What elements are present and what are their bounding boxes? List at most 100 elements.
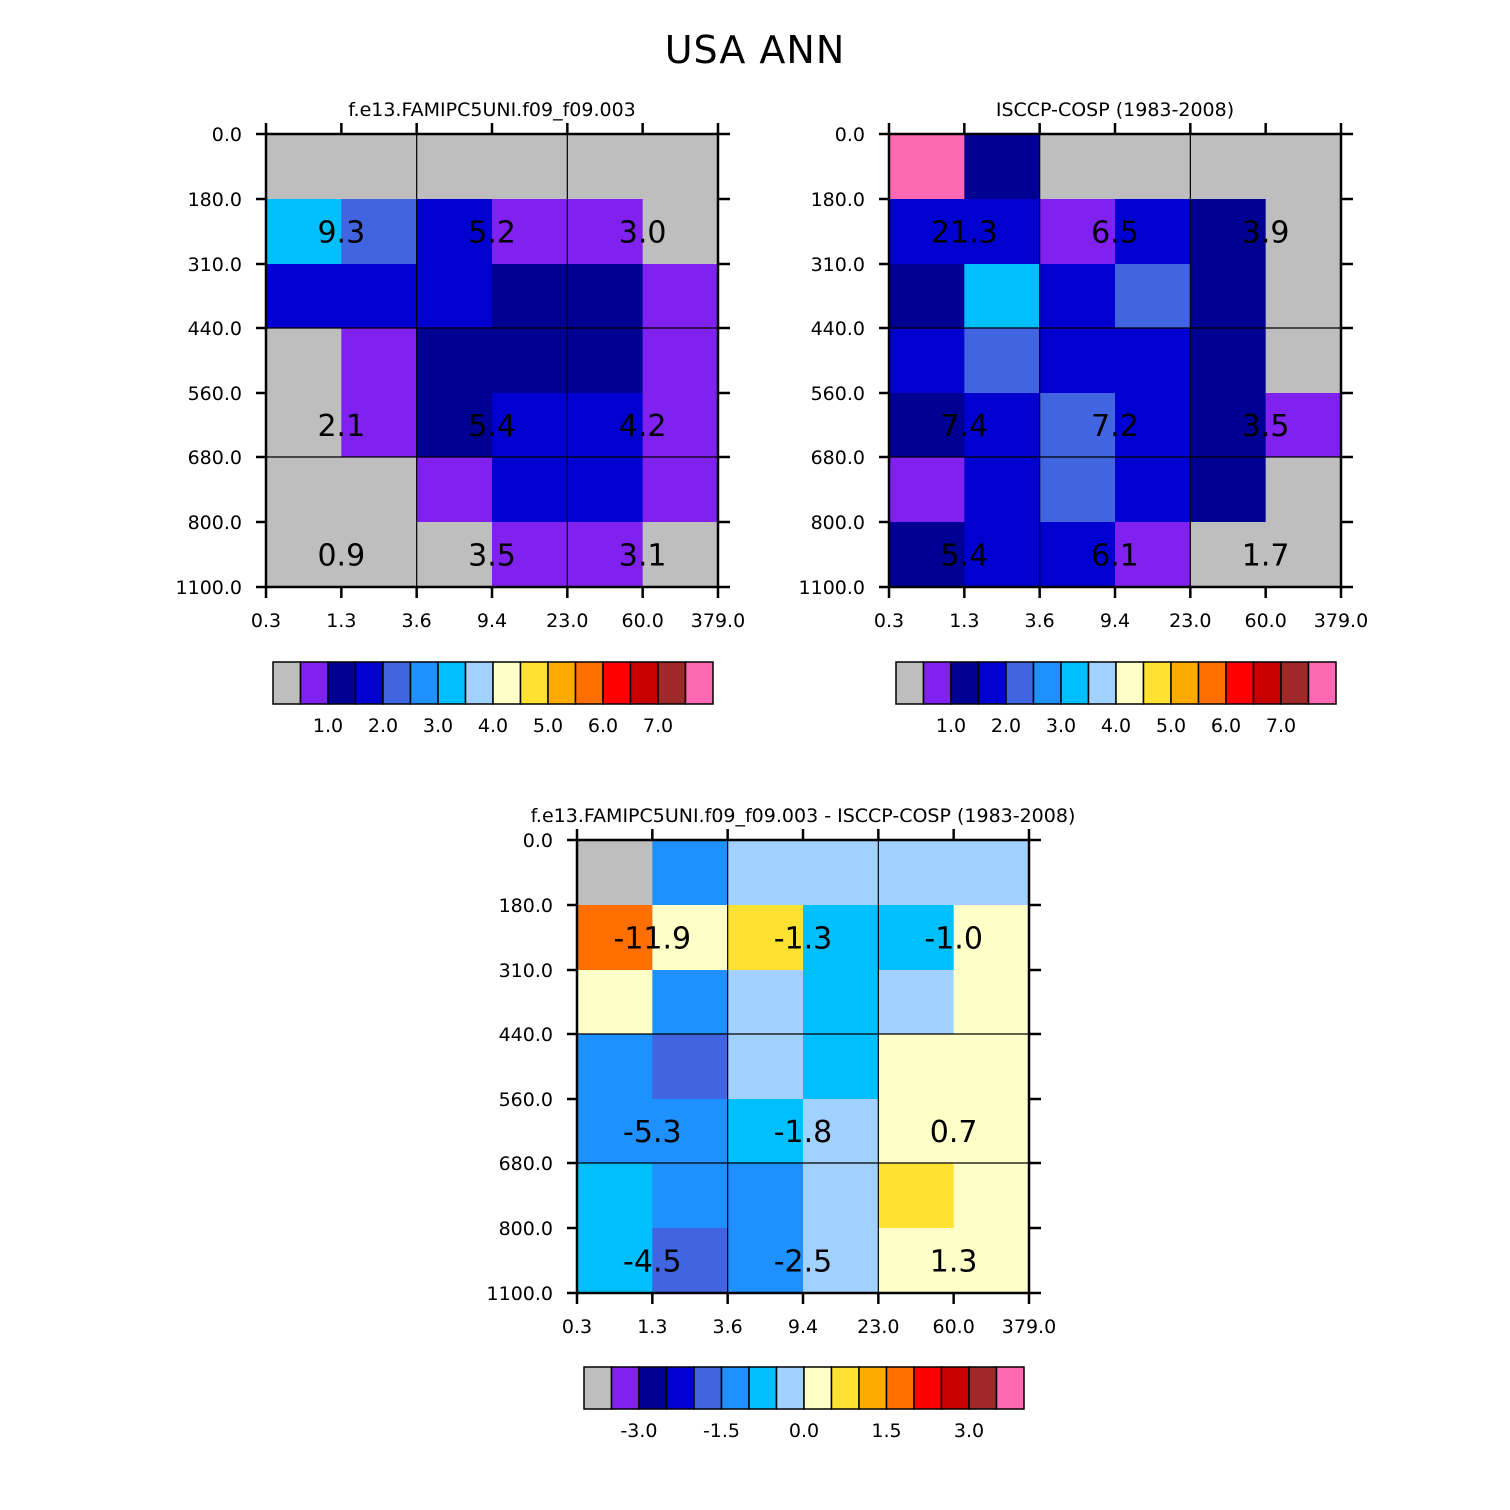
colorbar-box: [950, 661, 980, 705]
colorbar-box: [1252, 661, 1282, 705]
heatmap-cell: [1039, 264, 1116, 329]
heatmap-cell: [889, 393, 965, 458]
colorbar: 1.0 2.0 3.0 4.0 5.0 6.0 7.0: [272, 661, 714, 737]
colorbar-box: [657, 661, 687, 705]
heatmap-cell: [567, 457, 644, 523]
group-value-label: -1.0: [924, 922, 983, 957]
group-value-label: 3.1: [619, 539, 667, 574]
colorbar-box: [968, 1366, 998, 1410]
heatmap-cell: [953, 1099, 1030, 1164]
colorbar-box: [885, 1366, 915, 1410]
heatmap-cell: [1039, 134, 1116, 200]
heatmap-cell: [803, 970, 879, 1035]
heatmap-cell: [416, 393, 493, 458]
colorbar-box: [409, 661, 439, 705]
x-tick-label: 3.6: [402, 610, 432, 632]
colorbar-label: 6.0: [588, 715, 618, 737]
colorbar-box: [922, 661, 952, 705]
heatmap-cell: [953, 905, 1030, 971]
heatmap-cell: [1265, 134, 1342, 200]
colorbar-box: [610, 1366, 640, 1410]
group-value-label: 3.5: [1242, 409, 1290, 444]
x-tick-label: 23.0: [857, 1316, 899, 1338]
heatmap-cell: [964, 264, 1041, 329]
cloud-histogram-panel-3: 0.0 180.0 310.0 440.0 560.0 680.0 800.0 1100.0 0…: [487, 805, 1076, 1442]
heatmap-cell: [727, 905, 804, 971]
heatmap-cell: [953, 1163, 1030, 1229]
colorbar-label: 5.0: [533, 715, 563, 737]
heatmap-cell: [878, 1163, 955, 1229]
heatmap-cell: [953, 1228, 1030, 1294]
y-tick-label: 440.0: [811, 318, 865, 340]
colorbar-box: [995, 1366, 1025, 1410]
y-tick-label: 310.0: [188, 254, 242, 276]
group-value-label: -1.8: [774, 1115, 833, 1150]
colorbar-box: [895, 661, 925, 705]
heatmap-cell: [1265, 522, 1342, 588]
x-tick-label: 60.0: [622, 610, 664, 632]
heatmap-cell: [889, 264, 965, 329]
y-tick-label: 800.0: [811, 512, 865, 534]
colorbar-box: [547, 661, 577, 705]
colorbar-box: [1225, 661, 1255, 705]
colorbar-label: 4.0: [478, 715, 508, 737]
x-tick-label: 9.4: [477, 610, 507, 632]
group-value-label: 9.3: [317, 216, 365, 251]
x-tick-label: 0.3: [251, 610, 281, 632]
heatmap-cell: [416, 522, 493, 588]
heatmap-cell: [567, 199, 644, 265]
heatmap-cell: [1265, 393, 1342, 458]
heatmap-cell: [341, 134, 418, 200]
colorbar-label: -3.0: [620, 1420, 657, 1442]
group-value-label: 6.1: [1091, 539, 1139, 574]
x-tick-label: 23.0: [1169, 610, 1211, 632]
heatmap-cell: [1039, 328, 1116, 394]
colorbar: -3.0 -1.5 0.0 1.5 3.0: [583, 1366, 1025, 1442]
heatmap-cell: [889, 199, 965, 265]
colorbar-box: [1060, 661, 1090, 705]
colorbar-label: 3.0: [954, 1420, 984, 1442]
colorbar-box: [1032, 661, 1062, 705]
heatmap-cell: [416, 199, 493, 265]
x-tick-label: 1.3: [637, 1316, 667, 1338]
colorbar-label: 7.0: [643, 715, 673, 737]
heatmap-cell: [567, 134, 644, 200]
colorbar-box: [629, 661, 659, 705]
colorbar-box: [1307, 661, 1337, 705]
colorbar-label: 4.0: [1101, 715, 1131, 737]
colorbar-box: [684, 661, 714, 705]
heatmap-cell: [727, 840, 804, 906]
heatmap-cell: [964, 134, 1041, 200]
x-tick-label: 1.3: [326, 610, 356, 632]
heatmap-cell: [577, 905, 653, 971]
colorbar-box: [913, 1366, 943, 1410]
heatmap-cell: [1190, 328, 1267, 394]
heatmap-cell: [1115, 134, 1191, 200]
heatmap-cell: [1190, 134, 1267, 200]
group-value-label: 2.1: [317, 409, 365, 444]
heatmap-cell: [492, 328, 568, 394]
y-tick-label: 560.0: [499, 1089, 553, 1111]
colorbar-box: [464, 661, 494, 705]
heatmap-cell: [416, 457, 493, 523]
heatmap-cell: [1039, 393, 1116, 458]
x-tick-label: 379.0: [1002, 1316, 1056, 1338]
heatmap-cell: [416, 134, 493, 200]
group-value-label: 3.9: [1242, 216, 1290, 251]
colorbar-box: [665, 1366, 695, 1410]
heatmap-cell: [803, 840, 879, 906]
x-tick-label: 0.3: [562, 1316, 592, 1338]
colorbar: 1.0 2.0 3.0 4.0 5.0 6.0 7.0: [895, 661, 1337, 737]
colorbar-box: [299, 661, 329, 705]
colorbar-box: [437, 661, 467, 705]
y-tick-label: 310.0: [499, 960, 553, 982]
heatmap-cell: [889, 522, 965, 588]
x-tick-label: 3.6: [713, 1316, 743, 1338]
heatmap-cell: [889, 457, 965, 523]
heatmap-cell: [964, 199, 1041, 265]
heatmap-cell: [492, 393, 568, 458]
y-tick-label: 560.0: [188, 383, 242, 405]
heatmap-cell: [1039, 199, 1116, 265]
heatmap-cell: [652, 1099, 729, 1164]
heatmap-cell: [1115, 199, 1191, 265]
